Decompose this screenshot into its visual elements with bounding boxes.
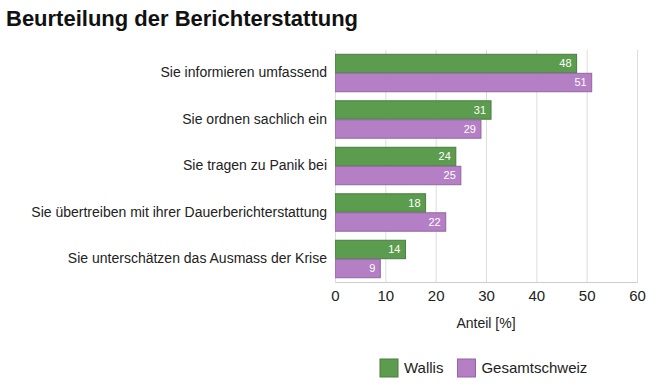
x-tick-label: 40 — [528, 287, 545, 304]
data-label: 24 — [439, 150, 451, 162]
x-tick-label: 0 — [331, 287, 339, 304]
category-label: Sie ordnen sachlich ein — [182, 111, 327, 127]
data-label: 25 — [444, 169, 456, 181]
title: Beurteilung der Berichterstattung — [6, 6, 358, 31]
bar — [335, 194, 426, 212]
legend-label: Wallis — [404, 359, 443, 376]
data-label: 22 — [428, 216, 440, 228]
bar — [335, 147, 456, 165]
y-axis: Sie informieren umfassend Sie ordnen sach… — [31, 64, 335, 266]
x-tick-label: 50 — [579, 287, 596, 304]
data-label: 48 — [559, 57, 571, 69]
bar — [335, 101, 491, 119]
x-tick-label: 10 — [377, 287, 394, 304]
bars — [335, 54, 592, 277]
x-axis: 0 10 20 30 40 50 60 — [331, 50, 646, 304]
category-label: Sie unterschätzen das Ausmass der Krise — [68, 250, 327, 266]
bar — [335, 166, 461, 184]
data-label: 14 — [388, 243, 400, 255]
y-tick: Sie übertreiben mit ihrer Dauerberichter… — [31, 204, 335, 220]
data-label: 31 — [474, 104, 486, 116]
x-axis-title: Anteil [%] — [456, 315, 515, 331]
category-label: Sie informieren umfassend — [160, 64, 327, 80]
bar — [335, 120, 481, 138]
bar — [335, 259, 380, 277]
x-axis-line — [336, 50, 638, 283]
data-labels: 48 31 24 18 14 51 29 25 22 9 — [369, 57, 587, 274]
chart: Beurteilung der Berichterstattung 0 10 20 30… — [0, 0, 650, 384]
data-label: 9 — [369, 262, 375, 274]
legend-label: Gesamtschweiz — [481, 359, 587, 376]
y-tick: Sie ordnen sachlich ein — [182, 111, 335, 127]
legend-item: Wallis — [380, 359, 443, 377]
category-label: Sie tragen zu Panik bei — [183, 157, 327, 173]
legend-item: Gesamtschweiz — [457, 359, 587, 377]
bar — [335, 73, 592, 91]
data-label: 51 — [574, 76, 586, 88]
data-label: 18 — [408, 197, 420, 209]
y-tick: Sie unterschätzen das Ausmass der Krise — [68, 250, 335, 266]
x-tick-label: 30 — [478, 287, 495, 304]
plot: 0102030405060Sie informieren umfassendSi… — [31, 50, 646, 331]
bar — [335, 213, 446, 231]
x-tick-label: 20 — [428, 287, 445, 304]
y-tick: Sie informieren umfassend — [160, 64, 335, 80]
legend: Wallis Gesamtschweiz — [380, 359, 587, 377]
category-label: Sie übertreiben mit ihrer Dauerberichter… — [31, 204, 327, 220]
data-label: 29 — [464, 123, 476, 135]
x-tick-label: 60 — [629, 287, 646, 304]
x-tick: 60 — [629, 50, 646, 304]
grid-line — [637, 50, 638, 282]
legend-swatch — [380, 359, 398, 377]
y-tick: Sie tragen zu Panik bei — [183, 157, 335, 173]
bar — [335, 240, 405, 258]
legend-swatch — [457, 359, 475, 377]
bar — [335, 54, 577, 72]
